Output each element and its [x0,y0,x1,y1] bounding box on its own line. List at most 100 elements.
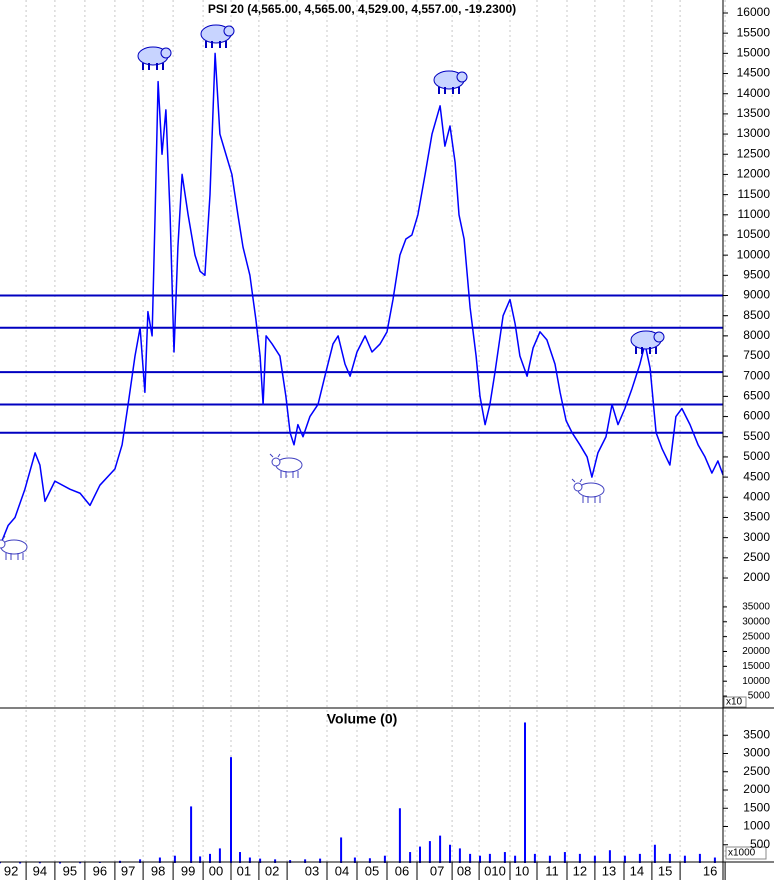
volume-bar [259,858,262,863]
volume-bar [340,837,343,863]
y-tick-label: 10500 [737,227,771,241]
price-line [0,52,724,546]
y-tick-label: 2500 [743,764,770,778]
y-tick-label: 11500 [738,187,771,201]
y-tick-label: 1500 [743,800,770,814]
y-tick-label: 15000 [737,46,771,60]
volume-bar [218,848,221,863]
y-tick-label: 12500 [737,146,771,160]
x-tick-label: 92 [4,863,18,878]
y-tick-label: 14000 [737,86,771,100]
x-tick-label: 97 [121,863,135,878]
volume-title: Volume (0) [327,711,398,727]
volume-bar [59,862,61,864]
y-tick-label: 10000 [737,247,771,261]
volume-bar [38,862,41,864]
y-tick-label: 5500 [743,429,770,443]
y-tick-label: 9500 [743,267,770,281]
volume-bar [79,862,82,864]
volume-bar [353,857,356,863]
y-tick-label: 2000 [743,570,770,584]
chart-title: PSI 20 (4,565.00, 4,565.00, 4,529.00, 4,… [208,2,516,16]
volume-bar [209,853,211,863]
x-tick-label: 11 [545,863,559,878]
volume-bar [248,857,251,863]
volume-bar [230,757,232,863]
volume-bar [449,844,451,863]
volume-bar [274,859,277,863]
x-tick-label: 12 [573,863,587,878]
x-tick-label: 95 [63,863,77,878]
y-tick-label: 16000 [737,5,771,19]
y-tick-label: 15500 [737,25,771,39]
y-tick-label: 11000 [738,207,771,221]
volume-bar [239,852,241,863]
x-tick-label: 15 [658,863,672,878]
volume-bar [304,859,307,863]
volume-bar [683,855,686,863]
volume-bar [563,852,566,863]
x-tick-label: 06 [395,863,409,878]
volume-bar [578,853,581,863]
label-box [725,846,767,860]
x-tick-label: 05 [365,863,379,878]
y-tick-label: 6000 [743,409,770,423]
volume-bar [139,859,142,863]
volume-bar [190,806,193,863]
x-tick-label: 10 [515,863,529,878]
y-tick-label: 4000 [743,489,770,503]
volume-bar [383,855,386,863]
grid-layer [25,0,726,880]
volume-bar [488,853,491,863]
y-tick-label: 5000 [743,449,770,463]
y2-tick-label: 10000 [742,676,770,687]
y-tick-label: 13500 [737,106,771,120]
y2-tick-label: 5000 [748,691,771,702]
volume-bar [158,857,161,863]
x-tick-label: 00 [209,863,223,878]
y-tick-label: 12000 [737,167,771,181]
volume-bar [419,846,421,863]
y-tick-label: 4500 [743,469,770,483]
y-tick-label: 3500 [743,510,770,524]
y-tick-label: 500 [750,837,770,851]
mark-layer [0,52,724,864]
y-tick-label: 6500 [743,389,770,403]
volume-bar [593,855,596,863]
y-tick-label: 1000 [743,819,770,833]
x-tick-label: 98 [151,863,165,878]
y2-tick-label: 25000 [742,631,770,642]
y-tick-label: 13000 [737,126,771,140]
volume-bar [653,844,656,863]
x-tick-label: 010 [484,863,506,878]
x-tick-label: 01 [237,863,251,878]
y-tick-label: 3000 [743,530,770,544]
x-tick-label: 07 [430,863,444,878]
volume-bar [533,853,536,863]
y-tick-label: 2000 [743,782,770,796]
volume-bar [439,835,442,863]
x-tick-label: 08 [457,863,471,878]
volume-bar [524,722,526,863]
x-tick-label: 03 [305,863,319,878]
volume-bar [503,852,506,863]
x-tick-label: 04 [335,863,349,878]
volume-bar [428,841,431,863]
y-tick-label: 8000 [743,328,770,342]
volume-bar [638,853,641,863]
y2-tick-label: 35000 [742,602,770,613]
volume-multiplier: x1000 [728,848,756,859]
label-box [723,696,747,708]
y-tick-label: 14500 [737,66,771,80]
y-tick-label: 7000 [743,368,770,382]
x-tick-label: 16 [703,863,717,878]
volume-bar [398,808,401,863]
volume-bar [698,853,701,863]
volume-bar [713,857,716,863]
y2-tick-label: 15000 [742,661,770,672]
y-tick-label: 3000 [743,746,770,760]
x-tick-label: 99 [181,863,195,878]
volume-bar [0,862,1,864]
y-tick-label: 8500 [743,308,770,322]
